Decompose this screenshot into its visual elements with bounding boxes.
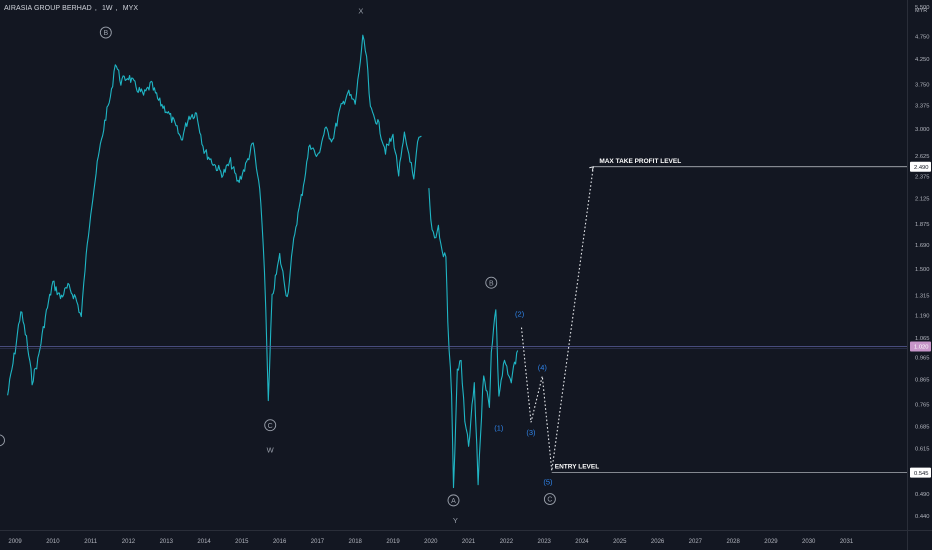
y-tick-label: 0.865 (915, 378, 930, 384)
wave-label-circle-3 (264, 419, 277, 432)
x-tick-label: 2023 (538, 539, 552, 545)
chart-title: AIRASIA GROUP BERHAD, 1W, MYX (4, 5, 139, 12)
x-tick-label: 2026 (651, 539, 665, 545)
wave-label-13: (5) (543, 478, 553, 487)
wave-label-6: A (451, 498, 456, 505)
wave-label-2: X (358, 6, 363, 15)
x-tick-label: 2022 (500, 539, 514, 545)
x-tick-label: 2014 (197, 539, 211, 545)
price-series-line-2 (428, 188, 519, 489)
x-tick-label: 2017 (311, 539, 325, 545)
x-tick-label: 2015 (235, 539, 249, 545)
wave-label-12: (3) (526, 428, 536, 437)
y-tick-label: 3.000 (915, 127, 930, 133)
y-tick-label: 1.690 (915, 243, 930, 249)
y-tick-label: 4.750 (915, 35, 930, 41)
y-tick-label: 0.440 (915, 514, 930, 520)
x-tick-label: 2024 (575, 539, 589, 545)
wave-label-4: W (267, 446, 275, 455)
wave-label-10: (4) (538, 363, 548, 372)
wave-label-3: C (268, 423, 273, 430)
current-price-badge (910, 341, 931, 352)
wave-label-8: C (547, 497, 552, 504)
x-tick-label: 2028 (726, 539, 740, 545)
y-tick-label: 1.190 (915, 313, 930, 319)
exchange: MYX (122, 5, 139, 12)
x-tick-label: 2021 (462, 539, 476, 545)
x-tick-label: 2030 (802, 539, 816, 545)
level-price-badge-text-1: 2.490 (914, 165, 929, 171)
x-tick-label: 2018 (349, 539, 363, 545)
y-tick-label: 0.615 (915, 446, 930, 452)
y-tick-label: 0.765 (915, 402, 930, 408)
wave-label-circle-1 (99, 26, 112, 39)
x-tick-label: 2029 (764, 539, 778, 545)
y-tick-label: 2.625 (915, 154, 930, 160)
y-tick-label: 2.125 (915, 197, 930, 203)
wave-label-11: (1) (494, 424, 504, 433)
y-tick-label: 1.875 (915, 222, 930, 228)
y-tick-label: 0.965 (915, 356, 930, 362)
x-tick-label: 2020 (424, 539, 438, 545)
symbol-name: AIRASIA GROUP BERHAD (4, 5, 92, 12)
x-tick-label: 2009 (8, 539, 22, 545)
y-tick-label: 1.315 (915, 293, 930, 299)
y-tick-label: 3.375 (915, 104, 930, 110)
y-tick-label: 0.490 (915, 492, 930, 498)
x-tick-label: 2027 (689, 539, 703, 545)
wave-label-7: Y (453, 516, 458, 525)
x-tick-label: 2011 (84, 539, 98, 545)
level-price-badge-1 (910, 161, 931, 172)
level-price-badge-text-2: 0.545 (914, 471, 929, 477)
x-tick-label: 2010 (46, 539, 60, 545)
wave-label-circle-6 (447, 494, 460, 507)
x-tick-label: 2012 (122, 539, 136, 545)
x-tick-label: 2019 (386, 539, 400, 545)
y-tick-label: 2.375 (915, 174, 930, 180)
wave-label-9: (2) (515, 309, 525, 318)
wave-label-1: B (103, 30, 108, 37)
projection-path (520, 166, 594, 471)
currency-label: MYR (915, 8, 927, 14)
y-tick-label: 0.685 (915, 425, 930, 431)
price-series-line-1 (7, 34, 422, 402)
y-tick-label: 4.250 (915, 57, 930, 63)
level-label-1: MAX TAKE PROFIT LEVEL (599, 158, 681, 165)
wave-label-5: B (489, 280, 494, 287)
x-tick-label: 2031 (840, 539, 854, 545)
wave-label-circle-5 (485, 276, 498, 289)
projection-arrow-head (589, 166, 595, 171)
interval: 1W (101, 5, 113, 12)
wave-label-edge-circle (0, 434, 5, 447)
x-tick-label: 2013 (160, 539, 174, 545)
level-label-2: ENTRY LEVEL (555, 464, 599, 471)
wave-label-circle-8 (543, 493, 556, 506)
y-tick-label: 1.500 (915, 267, 930, 273)
current-price-badge-text: 1.020 (914, 345, 929, 351)
y-tick-label: 1.065 (915, 336, 930, 342)
x-tick-label: 2025 (613, 539, 627, 545)
x-tick-label: 2016 (273, 539, 287, 545)
level-price-badge-2 (910, 467, 931, 478)
y-tick-label: 5.500 (915, 5, 930, 11)
y-tick-label: 3.750 (915, 82, 930, 88)
